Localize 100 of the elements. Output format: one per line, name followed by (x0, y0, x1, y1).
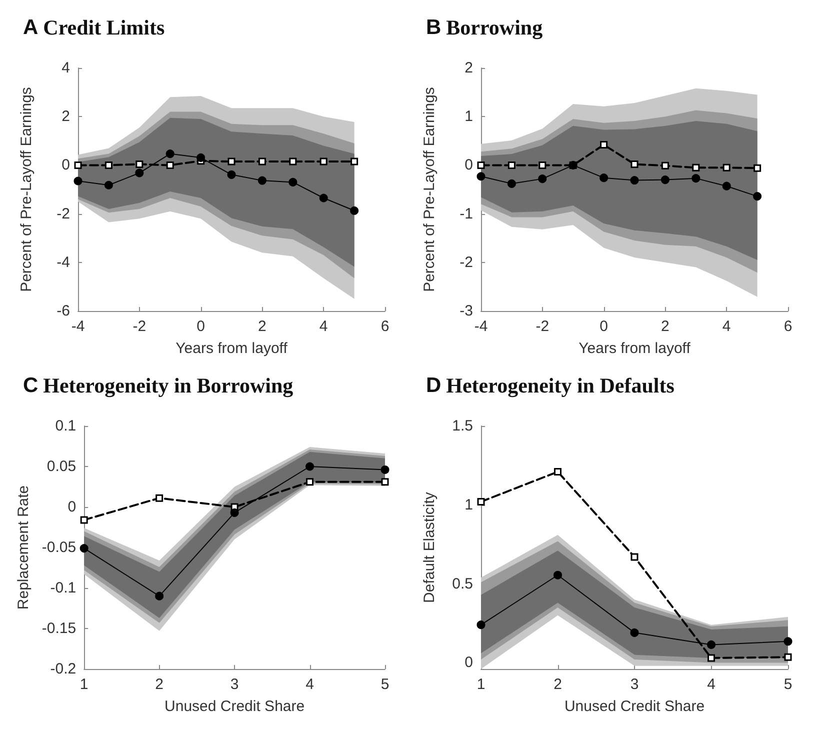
x-tick-label: 4 (306, 676, 314, 693)
y-tick-label: -3 (460, 302, 473, 320)
point (722, 182, 731, 190)
y-axis-title: Percent of Pre-Layoff Earnings (18, 87, 35, 292)
point (784, 637, 792, 646)
y-tick-label: -0.1 (50, 580, 76, 596)
point (166, 161, 174, 169)
point (600, 174, 608, 182)
point (538, 174, 547, 184)
point (754, 164, 762, 172)
chart-title: A Credit Limits (23, 16, 165, 40)
point (661, 162, 669, 170)
point (104, 161, 112, 169)
point (258, 176, 266, 185)
x-tick-label: 2 (661, 318, 670, 335)
x-tick-label: 4 (707, 676, 716, 693)
point (74, 161, 82, 169)
x-axis-title: Years from layoff (176, 340, 288, 357)
y-tick-label: 0 (62, 156, 70, 174)
point (306, 462, 314, 471)
point (600, 141, 608, 149)
x-axis-title: Unused Credit Share (164, 698, 305, 715)
point (155, 592, 164, 600)
point (507, 179, 516, 188)
point (630, 628, 639, 637)
y-tick-label: 4 (62, 60, 70, 76)
x-tick-label: 0 (196, 318, 205, 335)
y-tick-label: 2 (464, 60, 473, 76)
point (508, 161, 516, 169)
x-tick-label: 5 (380, 676, 390, 693)
point (156, 494, 164, 502)
x-tick-label: 1 (476, 676, 486, 693)
point (554, 570, 562, 580)
x-tick-label: -2 (536, 318, 550, 335)
point (753, 192, 762, 201)
point (136, 160, 144, 168)
y-tick-label: -6 (56, 302, 70, 320)
point (306, 478, 314, 486)
x-tick-label: 3 (230, 676, 239, 693)
y-tick-label: -4 (56, 254, 70, 271)
x-tick-label: 1 (80, 676, 88, 693)
point (74, 176, 82, 186)
y-tick-label: -0.15 (42, 620, 76, 637)
point (80, 544, 88, 553)
y-tick-label: 2 (62, 108, 70, 126)
point (477, 498, 485, 506)
point (692, 164, 700, 172)
point (288, 178, 298, 186)
point (289, 158, 297, 166)
x-tick-label: 6 (784, 318, 792, 335)
y-tick-label: 0 (464, 156, 473, 174)
point (381, 478, 389, 486)
y-tick-label: 1.5 (452, 418, 473, 434)
y-tick-label: 0.5 (452, 575, 473, 592)
point (319, 194, 328, 202)
y-tick-label: 0 (68, 498, 76, 516)
point (104, 180, 113, 190)
point (660, 176, 670, 184)
chart-title: D Heterogeneity in Defaults (426, 374, 674, 398)
point (708, 654, 715, 662)
x-tick-label: 4 (722, 318, 731, 335)
x-tick-label: 3 (630, 676, 639, 693)
point (258, 158, 266, 166)
point (630, 553, 638, 561)
point (166, 150, 174, 158)
point (630, 176, 639, 185)
point (380, 465, 390, 474)
point (135, 168, 144, 178)
y-tick-label: 0.05 (46, 458, 76, 475)
point (554, 468, 562, 476)
x-tick-label: 0 (600, 318, 608, 335)
point (228, 158, 236, 166)
y-tick-label: -0.05 (42, 539, 76, 556)
point (784, 653, 792, 661)
y-axis-title: Replacement Rate (15, 485, 32, 610)
point (692, 174, 700, 183)
point (630, 160, 638, 168)
x-tick-label: -2 (132, 318, 146, 335)
point (320, 158, 328, 166)
y-tick-label: -2 (56, 205, 70, 222)
point (230, 508, 239, 517)
point (350, 206, 359, 215)
point (196, 153, 206, 162)
y-tick-label: 0 (464, 654, 473, 672)
y-tick-label: 1 (464, 496, 473, 514)
point (476, 172, 486, 181)
y-axis-title: Percent of Pre-Layoff Earnings (421, 87, 438, 292)
y-tick-label: 1 (464, 108, 473, 126)
x-tick-label: 4 (319, 318, 328, 335)
point (477, 161, 485, 169)
y-tick-label: -1 (460, 205, 473, 222)
point (80, 516, 88, 524)
x-tick-label: 2 (258, 318, 266, 335)
y-tick-label: -0.2 (50, 660, 76, 678)
point (722, 164, 730, 172)
point (476, 620, 486, 630)
x-tick-label: 6 (380, 318, 390, 335)
x-axis-title: Unused Credit Share (564, 698, 705, 715)
point (707, 640, 716, 649)
chart-title: B Borrowing (426, 16, 544, 40)
